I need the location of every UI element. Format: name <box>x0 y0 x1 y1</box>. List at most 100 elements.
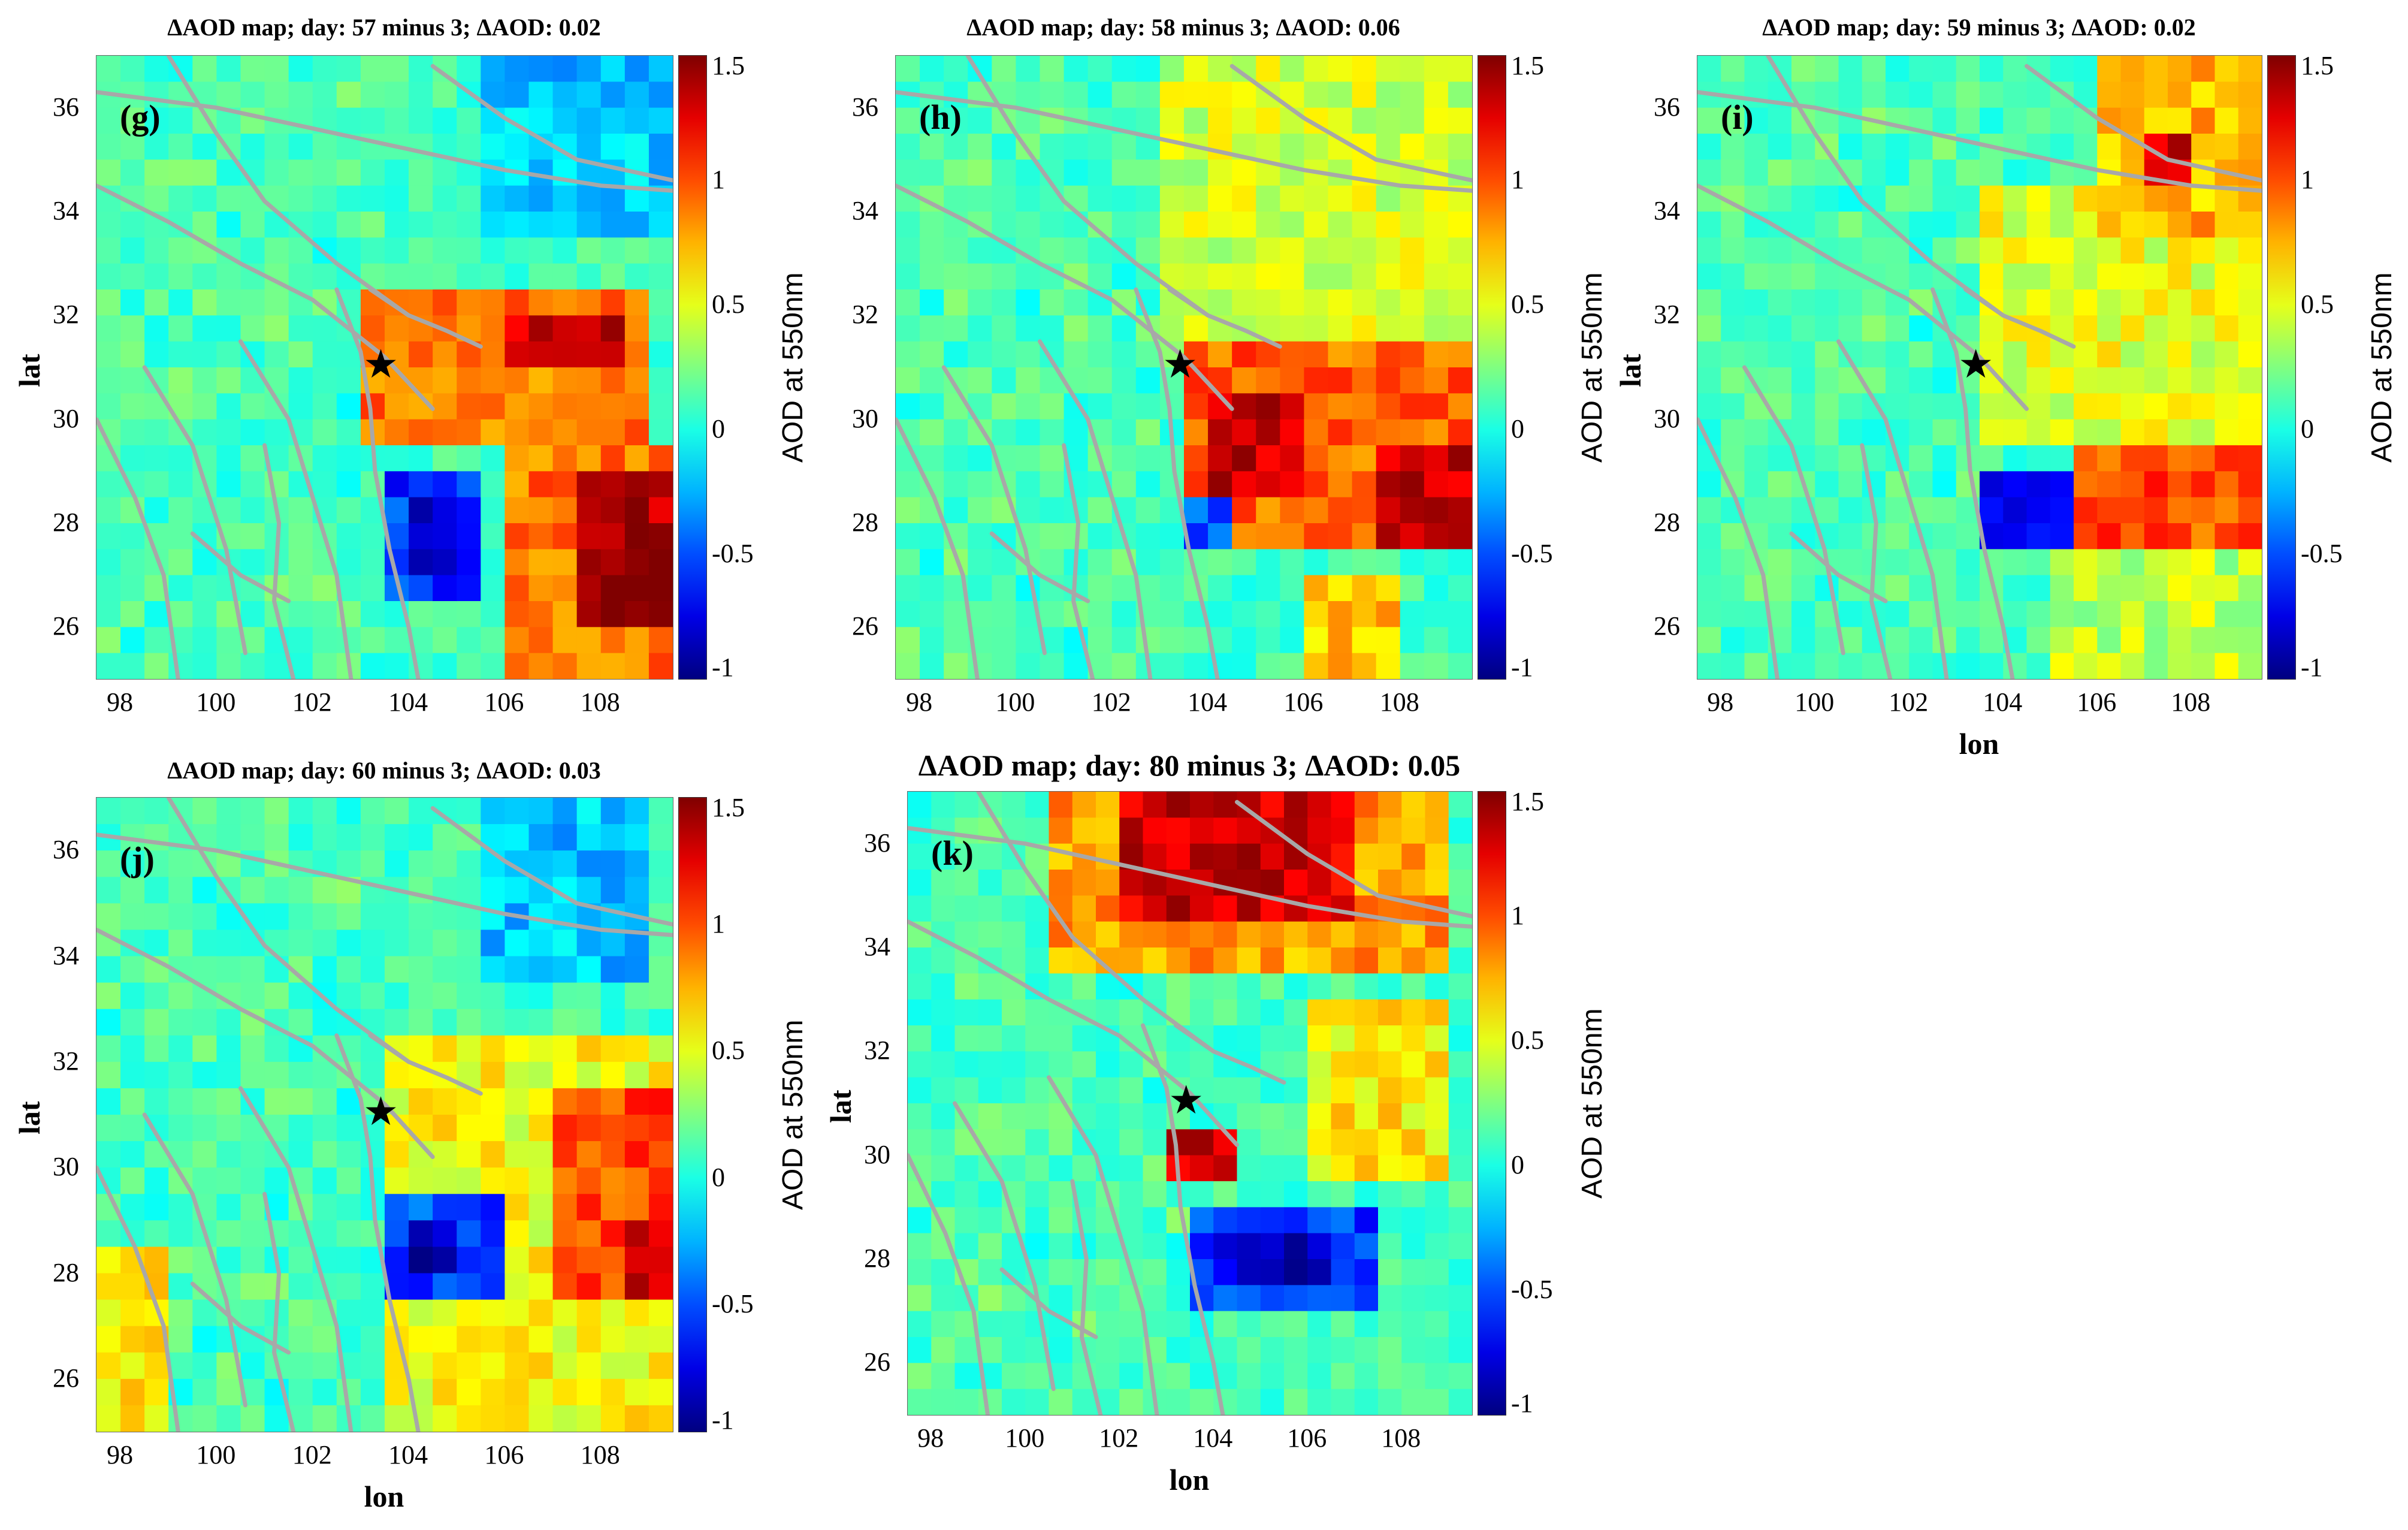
heatmap-cell <box>528 56 554 82</box>
heatmap-cell <box>2144 653 2168 679</box>
heatmap-cell <box>312 445 337 472</box>
heatmap-cell <box>978 1389 1002 1415</box>
heatmap-cell <box>2238 653 2262 679</box>
heatmap-cell <box>1448 870 1472 896</box>
heatmap-cell <box>1791 185 1815 212</box>
heatmap-cell <box>2074 134 2098 160</box>
heatmap-cell <box>168 575 193 602</box>
heatmap-cell <box>931 1363 956 1390</box>
heatmap-cell <box>240 653 265 679</box>
heatmap-cell <box>312 956 337 983</box>
heatmap-cell <box>1331 1155 1355 1182</box>
heatmap-cell <box>1425 1155 1449 1182</box>
heatmap-cell <box>1040 393 1065 420</box>
heatmap-cell <box>908 1337 932 1363</box>
heatmap-cell <box>600 1247 626 1274</box>
heatmap-cell <box>648 315 673 342</box>
heatmap-cell <box>624 575 649 602</box>
heatmap-cell <box>360 1352 385 1380</box>
heatmap-cell <box>336 1167 361 1194</box>
heatmap-cell <box>1232 471 1256 498</box>
heatmap-cell <box>2168 134 2192 160</box>
heatmap-cell <box>1721 575 1745 602</box>
heatmap-cell <box>908 843 932 870</box>
heatmap-cell <box>648 1220 673 1248</box>
heatmap-cell <box>504 82 530 108</box>
heatmap-cell <box>360 1220 385 1248</box>
heatmap-cell <box>1025 1155 1050 1182</box>
heatmap-cell <box>1096 1129 1120 1156</box>
heatmap-cell <box>288 1352 313 1380</box>
heatmap-cell <box>1328 627 1353 654</box>
heatmap-cell <box>1208 471 1232 498</box>
heatmap-cell <box>168 653 193 679</box>
heatmap-cell <box>144 1035 169 1063</box>
heatmap-cell <box>1932 107 1957 134</box>
heatmap-cell <box>1260 1337 1285 1363</box>
heatmap-cell <box>2074 212 2098 238</box>
heatmap-cell <box>992 159 1017 186</box>
heatmap-cell <box>192 1088 217 1115</box>
heatmap-cell <box>1400 497 1425 524</box>
heatmap-cell <box>2214 627 2239 654</box>
heatmap-cell <box>552 212 578 238</box>
fault-line <box>1697 90 2262 193</box>
heatmap-cell <box>954 1363 979 1390</box>
heatmap-cell <box>600 798 626 825</box>
heatmap-cell <box>409 1326 433 1353</box>
heatmap-cell <box>1956 601 1980 627</box>
heatmap-cell <box>120 903 145 931</box>
heatmap-cell <box>2214 237 2239 264</box>
heatmap-cell <box>1354 1311 1379 1338</box>
heatmap-cell <box>457 367 481 394</box>
heatmap-cell <box>1424 212 1449 238</box>
heatmap-cell <box>481 930 506 957</box>
heatmap-cell <box>624 1247 649 1274</box>
heatmap-cell <box>504 982 530 1010</box>
heatmap-cell <box>1838 315 1863 342</box>
heatmap-cell <box>288 1141 313 1168</box>
heatmap-cell <box>288 1247 313 1274</box>
heatmap-cell <box>1424 263 1449 290</box>
heatmap-cell <box>2026 107 2051 134</box>
panel-g-colorbar-tick: 0.5 <box>712 289 745 319</box>
heatmap-cell <box>2144 523 2168 550</box>
heatmap-cell <box>1838 497 1863 524</box>
heatmap-cell <box>1237 817 1261 844</box>
heatmap-cell <box>931 1129 956 1156</box>
heatmap-cell <box>264 419 289 446</box>
heatmap-cell <box>504 523 530 550</box>
heatmap-cell <box>504 601 530 627</box>
heatmap-cell <box>552 982 578 1010</box>
heatmap-cell <box>1307 792 1332 818</box>
heatmap-cell <box>2191 367 2216 394</box>
heatmap-cell <box>624 523 649 550</box>
heatmap-cell <box>1190 1051 1214 1078</box>
heatmap-cell <box>96 575 121 602</box>
heatmap-cell <box>968 341 992 368</box>
heatmap-cell <box>648 445 673 472</box>
heatmap-cell <box>1376 471 1401 498</box>
heatmap-cell <box>1791 367 1815 394</box>
heatmap-cell <box>600 627 626 654</box>
heatmap-cell <box>1040 471 1065 498</box>
heatmap-cell <box>1744 445 1769 472</box>
heatmap-cell <box>1284 1363 1308 1390</box>
fault-line <box>334 1033 421 1432</box>
heatmap-cell <box>1331 999 1355 1026</box>
heatmap-cell <box>1838 523 1863 550</box>
heatmap-cell <box>2050 134 2074 160</box>
heatmap-cell <box>2214 471 2239 498</box>
heatmap-cell <box>624 134 649 160</box>
heatmap-cell <box>2050 185 2074 212</box>
heatmap-cell <box>192 159 217 186</box>
heatmap-cell <box>2097 134 2122 160</box>
heatmap-cell <box>336 956 361 983</box>
heatmap-cell <box>1208 575 1232 602</box>
heatmap-cell <box>600 315 626 342</box>
heatmap-cell <box>96 1247 121 1274</box>
heatmap-cell <box>2074 315 2098 342</box>
heatmap-cell <box>1237 1103 1261 1130</box>
heatmap-cell <box>1307 973 1332 1000</box>
heatmap-cell <box>1232 367 1256 394</box>
